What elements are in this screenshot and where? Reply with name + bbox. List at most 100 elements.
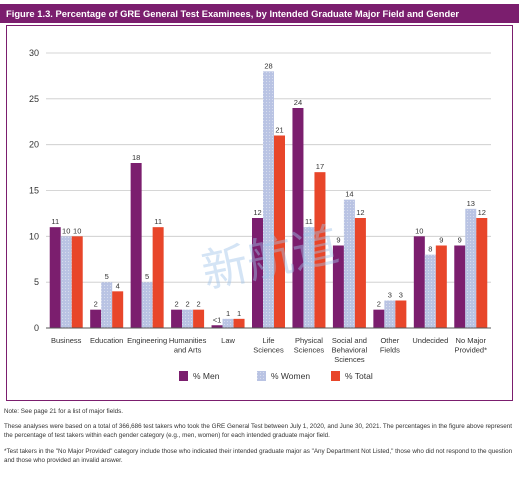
legend-label-men: % Men — [193, 371, 220, 381]
data-label-men: <1 — [213, 315, 222, 324]
legend-label-total: % Total — [345, 371, 373, 381]
data-label-women: 1 — [226, 309, 230, 318]
data-label-men: 9 — [336, 236, 340, 245]
data-label-women: 3 — [388, 291, 392, 300]
bar-total — [395, 300, 407, 328]
data-label-women: 14 — [345, 190, 353, 199]
bar-women — [424, 254, 436, 328]
data-label-women: 13 — [467, 199, 475, 208]
note-major-fields: Note: See page 21 for a list of major fi… — [4, 408, 124, 415]
data-label-total: 2 — [197, 300, 201, 309]
category-label: Social and — [332, 336, 367, 345]
bar-total — [152, 227, 164, 328]
bar-men — [211, 325, 223, 328]
data-label-women: 10 — [62, 226, 70, 235]
bar-women — [343, 199, 355, 328]
data-label-women: 5 — [105, 272, 109, 281]
category-label: Engineering — [127, 336, 167, 345]
bar-men — [373, 309, 385, 328]
category-label: Undecided — [412, 336, 448, 345]
category-label: Sciences — [294, 346, 325, 355]
bar-women — [465, 208, 477, 328]
data-label-total: 10 — [73, 226, 81, 235]
figure-title: Figure 1.3. Percentage of GRE General Te… — [0, 4, 519, 23]
data-label-men: 10 — [415, 226, 423, 235]
data-label-total: 3 — [399, 291, 403, 300]
category-label: Other — [380, 336, 399, 345]
y-tick-label: 0 — [34, 323, 39, 333]
legend-swatch-women — [257, 371, 266, 381]
bar-women — [60, 236, 72, 328]
note-analysis: These analyses were based on a total of … — [4, 423, 513, 439]
data-label-women: 28 — [264, 61, 272, 70]
bar-total — [233, 318, 245, 328]
data-label-total: 4 — [116, 281, 120, 290]
bar-women — [141, 282, 153, 328]
chart-frame: 11 10 10 2 5 4 18 5 11 2 2 2 <1 1 1 12 28 21 24 11 17 9 14 12 2 3… — [6, 25, 513, 401]
data-label-women: 2 — [186, 300, 190, 309]
bar-women — [101, 282, 113, 328]
bar-total — [193, 309, 205, 328]
bar-men — [130, 163, 142, 328]
data-label-total: 11 — [154, 217, 162, 226]
data-label-total: 9 — [439, 236, 443, 245]
bar-women — [263, 71, 274, 329]
bar-total — [476, 218, 488, 328]
data-label-total: 1 — [237, 309, 241, 318]
y-tick-label: 5 — [34, 277, 39, 287]
category-label: Sciences — [253, 346, 284, 355]
category-label: No Major — [456, 336, 487, 345]
bar-men — [49, 227, 61, 328]
bar-men — [454, 245, 466, 328]
bar-women — [222, 318, 234, 328]
category-label: Physical — [295, 336, 323, 345]
bar-men — [171, 309, 183, 328]
data-label-men: 24 — [294, 98, 302, 107]
category-label: Life — [262, 336, 274, 345]
data-label-women: 5 — [145, 272, 149, 281]
bar-men — [332, 245, 344, 328]
category-label: Humanities — [169, 336, 207, 345]
bar-women — [182, 309, 194, 328]
bar-women — [303, 227, 315, 328]
data-label-men: 2 — [377, 300, 381, 309]
bar-total — [354, 218, 366, 328]
data-label-total: 12 — [356, 208, 364, 217]
bar-women — [384, 300, 396, 328]
data-label-women: 11 — [305, 217, 313, 226]
data-label-men: 9 — [458, 236, 462, 245]
bar-total — [435, 245, 447, 328]
bar-total — [71, 236, 83, 328]
legend-label-women: % Women — [271, 371, 310, 381]
bar-total — [314, 172, 326, 328]
category-label: Education — [90, 336, 123, 345]
bar-men — [292, 108, 304, 328]
category-label: Provided* — [455, 346, 488, 355]
legend-swatch-total — [331, 371, 340, 381]
data-label-men: 2 — [175, 300, 179, 309]
category-label: Behavioral — [332, 346, 368, 355]
y-tick-label: 10 — [29, 231, 39, 241]
bar-total — [274, 135, 285, 328]
bar-total — [112, 291, 124, 328]
category-label: Law — [221, 336, 235, 345]
data-label-total: 12 — [478, 208, 486, 217]
bar-men — [252, 218, 263, 328]
category-label: and Arts — [174, 346, 202, 355]
note-no-major: *Test takers in the "No Major Provided" … — [4, 448, 513, 464]
y-tick-label: 25 — [29, 94, 39, 104]
bar-men — [413, 236, 425, 328]
data-label-men: 2 — [94, 300, 98, 309]
data-label-total: 17 — [316, 162, 324, 171]
y-tick-label: 15 — [29, 186, 39, 196]
category-label: Fields — [380, 346, 400, 355]
data-label-men: 11 — [51, 217, 59, 226]
category-label: Sciences — [334, 355, 365, 364]
y-tick-label: 30 — [29, 48, 39, 58]
category-label: Business — [51, 336, 82, 345]
data-label-women: 8 — [428, 245, 432, 254]
data-label-men: 18 — [132, 153, 140, 162]
legend-swatch-men — [179, 371, 188, 381]
bar-men — [90, 309, 102, 328]
